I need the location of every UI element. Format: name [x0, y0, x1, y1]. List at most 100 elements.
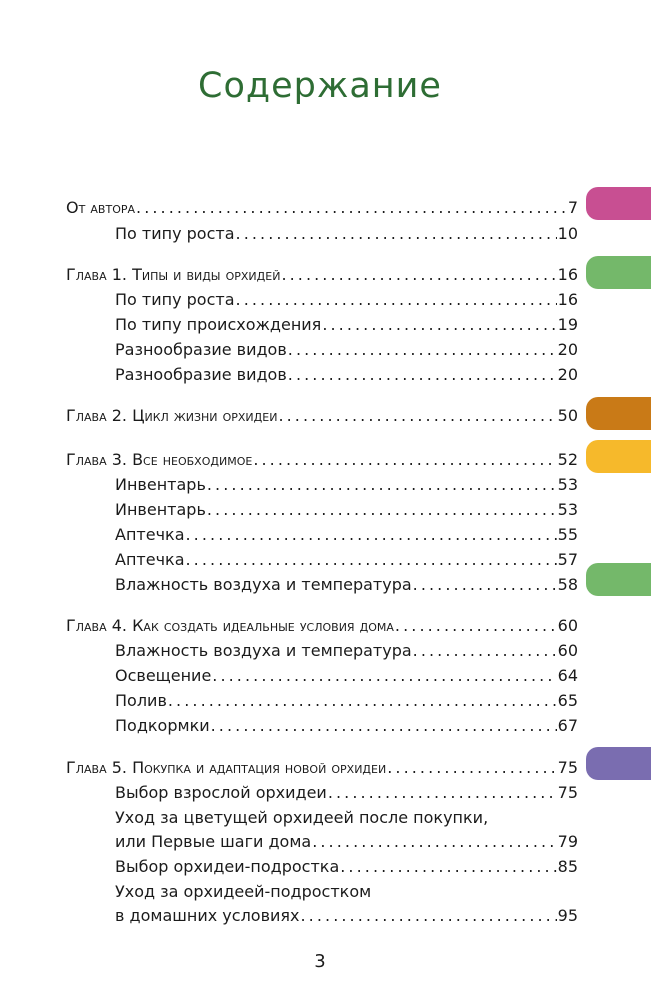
toc-entry-title: Разнообразие видов	[115, 340, 287, 359]
toc-entry[interactable]: Разнообразие видов 20	[0, 363, 578, 387]
toc-entry-title: По типу происхождения	[115, 315, 322, 334]
toc-entry[interactable]: Полив 65	[0, 689, 578, 713]
toc-dot-leader	[207, 498, 557, 522]
toc-entry-page: 64	[557, 666, 578, 685]
toc-entry-title: Глава 2. Цикл жизни орхидеи	[66, 406, 278, 425]
toc-entry[interactable]: Разнообразие видов 20	[0, 338, 578, 362]
toc-entry-page: 16	[557, 290, 578, 309]
toc-entry[interactable]: Влажность воздуха и температура 58	[0, 573, 578, 597]
toc-dot-leader	[211, 714, 557, 738]
toc-dot-leader	[186, 548, 557, 572]
toc-entry-page: 60	[557, 616, 578, 635]
toc-entry[interactable]: Инвентарь 53	[0, 473, 578, 497]
toc-entry[interactable]: Выбор орхидеи-подростка 85	[0, 855, 578, 879]
toc-entry-page: 19	[557, 315, 578, 334]
toc-entry[interactable]: в домашних условиях 95	[0, 904, 578, 928]
toc-entry-page: 60	[557, 641, 578, 660]
toc-entry-title: Освещение	[115, 666, 212, 685]
toc-dot-leader	[340, 855, 556, 879]
toc-dot-leader	[395, 614, 557, 638]
toc-entry[interactable]: Подкормки 67	[0, 714, 578, 738]
toc-entry-page: 20	[557, 365, 578, 384]
toc-entry-page: 85	[557, 857, 578, 876]
toc-dot-leader	[236, 222, 557, 246]
toc-entry-title: Уход за цветущей орхидеей после покупки,	[115, 808, 489, 827]
toc-entry-title: или Первые шаги дома	[115, 832, 312, 851]
toc-entry[interactable]: Инвентарь 53	[0, 498, 578, 522]
toc-entry-page: 95	[557, 906, 578, 925]
toc-entry-title: Влажность воздуха и температура	[115, 575, 412, 594]
toc-dot-leader	[413, 573, 557, 597]
toc-entry-title: Выбор орхидеи-подростка	[115, 857, 340, 876]
toc-entry-title: Полив	[115, 691, 167, 710]
toc-dot-leader	[253, 448, 556, 472]
toc-dot-leader	[207, 473, 557, 497]
toc-entry[interactable]: или Первые шаги дома 79	[0, 830, 578, 854]
toc-entry-title: От автора	[66, 198, 136, 217]
toc-entry-title: Глава 4. Как создать идеальные условия д…	[66, 616, 394, 635]
page-number: 3	[314, 951, 326, 972]
toc-entry[interactable]: Освещение 64	[0, 664, 578, 688]
toc-entry-chapter-4[interactable]: Глава 4. Как создать идеальные условия д…	[0, 614, 578, 638]
toc-entry-page: 65	[557, 691, 578, 710]
toc-dot-leader	[236, 288, 557, 312]
toc-entry[interactable]: По типу роста 16	[0, 288, 578, 312]
page-title: Содержание	[198, 66, 442, 106]
toc-entry-title: Влажность воздуха и температура	[115, 641, 412, 660]
toc-dot-leader	[413, 639, 557, 663]
toc-entry[interactable]: Влажность воздуха и температура 60	[0, 639, 578, 663]
toc-entry-page: 50	[557, 406, 578, 425]
toc-entry-title: Аптечка	[115, 525, 185, 544]
toc-entry-continued[interactable]: Уход за орхидеей-подростком	[0, 880, 578, 904]
toc-entry-chapter-3[interactable]: Глава 3. Все необходимое 52	[0, 448, 578, 472]
section-tab-pink	[586, 187, 651, 220]
toc-entry-title: в домашних условиях	[115, 906, 300, 925]
section-tab-brown	[586, 397, 651, 430]
toc-entry-title: Разнообразие видов	[115, 365, 287, 384]
toc-entry-chapter-5[interactable]: Глава 5. Покупка и адаптация новой орхид…	[0, 756, 578, 780]
toc-dot-leader	[387, 756, 556, 780]
toc-entry-page: 7	[567, 198, 578, 217]
toc-entry-title: Аптечка	[115, 550, 185, 569]
toc-entry[interactable]: Аптечка 55	[0, 523, 578, 547]
toc-entry-page: 79	[557, 832, 578, 851]
toc-entry-chapter-2[interactable]: Глава 2. Цикл жизни орхидеи 50	[0, 404, 578, 428]
toc-entry-title: Инвентарь	[115, 500, 206, 519]
toc-dot-leader	[288, 338, 557, 362]
toc-entry-title: По типу роста	[115, 290, 235, 309]
toc-dot-leader	[288, 363, 557, 387]
toc-entry-title: Инвентарь	[115, 475, 206, 494]
section-tab-green-2	[586, 563, 651, 596]
toc-entry[interactable]: Выбор взрослой орхидеи 75	[0, 781, 578, 805]
toc-dot-leader	[186, 523, 557, 547]
toc-dot-leader	[301, 904, 557, 928]
toc-entry-page: 75	[557, 783, 578, 802]
toc-dot-leader	[281, 263, 556, 287]
section-tab-green	[586, 256, 651, 289]
toc-entry-page: 53	[557, 500, 578, 519]
toc-dot-leader	[136, 196, 567, 220]
toc-entry[interactable]: Аптечка 57	[0, 548, 578, 572]
toc-entry-page: 67	[557, 716, 578, 735]
toc-entry-title: Подкормки	[115, 716, 210, 735]
toc-entry[interactable]: По типу роста 10	[0, 222, 578, 246]
toc-dot-leader	[322, 313, 556, 337]
toc-entry-chapter-1[interactable]: Глава 1. Типы и виды орхидей 16	[0, 263, 578, 287]
toc-entry[interactable]: По типу происхождения 19	[0, 313, 578, 337]
toc-entry-title: Глава 1. Типы и виды орхидей	[66, 265, 281, 284]
toc-entry-from-author[interactable]: От автора 7	[0, 196, 578, 220]
toc-entry-page: 55	[557, 525, 578, 544]
section-tab-purple	[586, 747, 651, 780]
toc-entry-title: По типу роста	[115, 224, 235, 243]
toc-entry-page: 58	[557, 575, 578, 594]
toc-entry-page: 53	[557, 475, 578, 494]
toc-entry-title: Глава 5. Покупка и адаптация новой орхид…	[66, 758, 387, 777]
toc-entry-continued[interactable]: Уход за цветущей орхидеей после покупки,	[0, 806, 578, 830]
toc-entry-page: 52	[557, 450, 578, 469]
toc-entry-page: 20	[557, 340, 578, 359]
section-tab-yellow	[586, 440, 651, 473]
toc-entry-page: 75	[557, 758, 578, 777]
toc-entry-title: Уход за орхидеей-подростком	[115, 882, 372, 901]
toc-dot-leader	[328, 781, 557, 805]
